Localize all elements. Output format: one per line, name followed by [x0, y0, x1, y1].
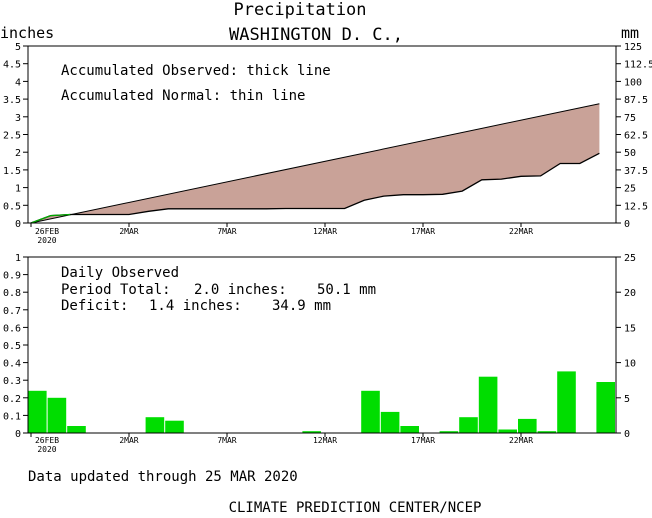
top-x-tick-label: 12MAR — [313, 227, 337, 236]
bottom-y-left-tick-label: 0.2 — [3, 394, 21, 405]
daily-bars — [28, 371, 615, 433]
bottom-y-left-tick-label: 0.4 — [3, 359, 21, 370]
top-y-left-tick-label: 1 — [15, 184, 21, 195]
top-y-right-tick-label: 125 — [624, 42, 642, 53]
top-y-right-tick-label: 62.5 — [624, 131, 648, 142]
top-y-left-tick-label: 1.5 — [3, 166, 21, 177]
period-total-mm: 50.1 mm — [317, 282, 376, 298]
daily-bar — [361, 390, 380, 433]
legend-observed: Accumulated Observed: thick line — [61, 63, 331, 79]
top-y-right-tick-label: 75 — [624, 113, 636, 124]
daily-bar — [67, 426, 86, 433]
bottom-y-left-tick-label: 0.8 — [3, 288, 21, 299]
bottom-x-tick-label: 22MAR — [509, 436, 533, 445]
bottom-y-left-tick-label: 0.7 — [3, 306, 21, 317]
top-y-left-tick-label: 0 — [15, 219, 21, 230]
bottom-y-left-tick-label: 0.3 — [3, 376, 21, 387]
observed-early-green-line — [30, 213, 71, 224]
bottom-x-ticks: 26FEB 2MAR 7MAR 12MAR 17MAR 22MAR 2020 — [30, 433, 533, 454]
bottom-x-tick-label: 12MAR — [313, 436, 337, 445]
daily-bar — [596, 382, 615, 433]
bottom-y-left-tick-label: 0.9 — [3, 271, 21, 282]
daily-bar — [302, 431, 321, 433]
deficit-label: Deficit: — [61, 298, 128, 314]
top-x-tick-label: 7MAR — [217, 227, 236, 236]
daily-bar — [557, 371, 576, 433]
legend-daily: Daily Observed — [61, 265, 179, 281]
bottom-y-left-tick-label: 0.1 — [3, 411, 21, 422]
right-unit-label: mm — [621, 24, 639, 42]
deficit-inches: 1.4 inches: — [149, 298, 242, 314]
station-name: WASHINGTON D. C., — [229, 25, 403, 45]
top-y-left-tick-label: 3 — [15, 113, 21, 124]
left-unit-label: inches — [0, 24, 54, 42]
top-y-right-ticks: 0 12.5 25 37.5 50 62.5 75 87.5 100 112.5 125 — [616, 42, 652, 230]
bottom-y-right-tick-label: 5 — [624, 394, 630, 405]
period-total-inches: 2.0 inches: — [194, 282, 287, 298]
bottom-y-left-tick-label: 1 — [15, 253, 21, 264]
accumulated-panel: Accumulated Observed: thick line Accumul… — [3, 42, 652, 245]
top-y-right-tick-label: 87.5 — [624, 95, 648, 106]
bottom-y-left-tick-label: 0.5 — [3, 341, 21, 352]
bottom-y-left-tick-label: 0.6 — [3, 323, 21, 334]
top-y-left-ticks: 0 0.5 1 1.5 2 2.5 3 3.5 4 4.5 5 — [3, 42, 28, 230]
chart-title: Precipitation — [233, 0, 366, 20]
top-y-left-tick-label: 2 — [15, 148, 21, 159]
bottom-y-right-tick-label: 10 — [624, 359, 636, 370]
daily-bar — [400, 426, 419, 433]
top-x-year-label: 2020 — [37, 236, 56, 245]
period-total-label: Period Total: — [61, 282, 171, 298]
bottom-y-right-tick-label: 20 — [624, 288, 636, 299]
deficit-mm: 34.9 mm — [272, 298, 331, 314]
top-x-tick-label: 17MAR — [411, 227, 435, 236]
bottom-x-tick-label: 7MAR — [217, 436, 236, 445]
top-y-right-tick-label: 12.5 — [624, 201, 648, 212]
daily-bar — [165, 420, 184, 433]
top-x-tick-label: 2MAR — [119, 227, 138, 236]
top-y-left-tick-label: 5 — [15, 42, 21, 53]
top-y-left-tick-label: 3.5 — [3, 95, 21, 106]
daily-bar — [439, 431, 459, 433]
daily-bar — [459, 417, 478, 433]
bottom-x-tick-label: 26FEB — [35, 436, 59, 445]
daily-bar — [518, 418, 537, 433]
daily-bar — [145, 417, 165, 433]
top-y-left-tick-label: 0.5 — [3, 201, 21, 212]
bottom-y-right-ticks: 0 5 10 15 20 25 — [616, 253, 636, 440]
bottom-y-right-tick-label: 0 — [624, 429, 630, 440]
top-y-right-tick-label: 37.5 — [624, 166, 648, 177]
credit-line: CLIMATE PREDICTION CENTER/NCEP — [229, 500, 482, 516]
bottom-y-right-tick-label: 15 — [624, 323, 636, 334]
bottom-y-left-ticks: 0 0.1 0.2 0.3 0.4 0.5 0.6 0.7 0.8 0.9 1 — [3, 253, 28, 440]
daily-bar — [47, 397, 67, 433]
top-y-right-tick-label: 0 — [624, 219, 630, 230]
data-updated-note: Data updated through 25 MAR 2020 — [28, 469, 298, 485]
top-x-tick-label: 22MAR — [509, 227, 533, 236]
legend-normal: Accumulated Normal: thin line — [61, 88, 305, 104]
top-y-left-tick-label: 4 — [15, 77, 21, 88]
daily-bar — [478, 376, 498, 433]
top-y-right-tick-label: 50 — [624, 148, 636, 159]
daily-bar — [28, 390, 47, 433]
normal-line — [30, 103, 600, 224]
bottom-x-tick-label: 2MAR — [119, 436, 138, 445]
bottom-y-left-tick-label: 0 — [15, 429, 21, 440]
daily-panel: Daily Observed Period Total: 2.0 inches:… — [3, 253, 636, 454]
top-y-left-tick-label: 2.5 — [3, 131, 21, 142]
bottom-x-tick-label: 17MAR — [411, 436, 435, 445]
top-y-right-tick-label: 100 — [624, 77, 642, 88]
top-y-right-tick-label: 25 — [624, 184, 636, 195]
top-y-left-tick-label: 4.5 — [3, 60, 21, 71]
top-x-tick-label: 26FEB — [35, 227, 59, 236]
daily-bar — [537, 431, 557, 433]
daily-bar — [380, 411, 400, 433]
bottom-y-right-tick-label: 25 — [624, 253, 636, 264]
daily-bar — [498, 429, 517, 433]
top-x-ticks: 26FEB 2MAR 7MAR 12MAR 17MAR 22MAR 2020 — [30, 223, 533, 245]
bottom-x-year-label: 2020 — [37, 445, 56, 454]
top-y-right-tick-label: 112.5 — [624, 60, 652, 71]
observed-line — [30, 152, 600, 224]
